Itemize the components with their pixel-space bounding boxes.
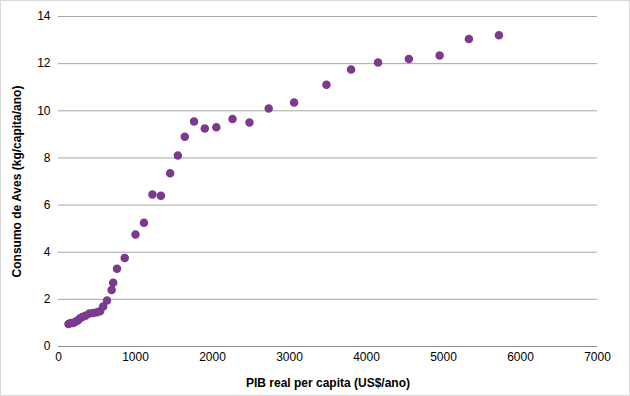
svg-text:4: 4: [44, 245, 51, 259]
svg-text:2: 2: [44, 292, 51, 306]
svg-text:0: 0: [44, 339, 51, 353]
svg-text:5000: 5000: [430, 350, 457, 364]
svg-text:6000: 6000: [507, 350, 534, 364]
svg-text:3000: 3000: [276, 350, 303, 364]
svg-text:6: 6: [44, 198, 51, 212]
svg-text:PIB real per capita (US$/ano): PIB real per capita (US$/ano): [246, 376, 410, 390]
svg-text:Consumo de Aves (kg/capita/ano: Consumo de Aves (kg/capita/ano): [10, 86, 24, 278]
svg-text:0: 0: [55, 350, 62, 364]
svg-text:10: 10: [37, 104, 51, 118]
svg-text:4000: 4000: [353, 350, 380, 364]
svg-text:12: 12: [37, 56, 51, 70]
svg-text:14: 14: [37, 9, 51, 23]
svg-text:1000: 1000: [122, 350, 149, 364]
svg-text:8: 8: [44, 151, 51, 165]
svg-text:7000: 7000: [584, 350, 611, 364]
svg-text:2000: 2000: [199, 350, 226, 364]
